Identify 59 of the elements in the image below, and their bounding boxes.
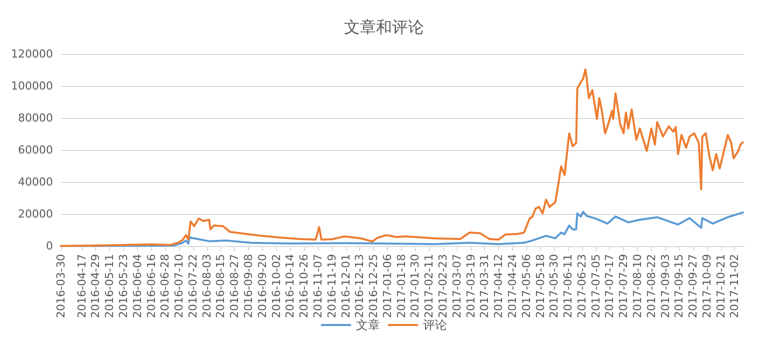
x-tick-label: 2016-07-22 [186, 254, 200, 318]
x-tick-label: 2017-08-22 [644, 254, 658, 318]
x-tick-label: 2016-04-17 [75, 254, 88, 318]
x-tick-label: 2017-01-06 [380, 254, 394, 318]
x-tick-label: 2016-11-19 [325, 254, 338, 318]
x-tick-label: 2017-04-24 [506, 254, 519, 318]
x-tick-label: 2017-03-07 [450, 254, 464, 318]
x-tick-label: 2016-08-27 [228, 254, 242, 318]
x-tick-label: 2017-07-05 [589, 254, 602, 318]
x-tick-label: 2017-01-30 [408, 254, 422, 318]
x-tick-label: 2016-06-16 [144, 254, 158, 318]
x-tick-label: 2016-07-10 [172, 254, 186, 318]
x-tick-label: 2017-05-30 [548, 254, 561, 318]
x-tick-label: 2016-09-20 [256, 254, 269, 318]
x-tick-label: 2016-05-23 [117, 254, 130, 318]
legend-label: 评论 [423, 318, 447, 332]
y-tick-label: 60000 [18, 144, 53, 156]
x-tick-label: 2017-03-19 [464, 254, 478, 318]
y-tick-label: 120000 [10, 48, 53, 60]
x-tick-label: 2017-06-11 [562, 254, 575, 318]
x-tick-label: 2016-04-29 [89, 254, 102, 318]
x-tick-label: 2016-10-02 [270, 254, 283, 318]
x-tick-label: 2017-05-06 [520, 254, 533, 318]
x-tick-label: 2017-02-11 [422, 254, 436, 318]
x-tick-label: 2017-09-27 [686, 254, 700, 318]
legend-label: 文章 [356, 318, 380, 332]
x-tick-label: 2016-06-04 [130, 254, 144, 318]
chart-title: 文章和评论 [344, 18, 424, 36]
y-tick-label: 0 [46, 240, 53, 252]
x-tick-label: 2016-10-26 [298, 254, 311, 318]
x-tick-label: 2016-12-01 [339, 254, 352, 318]
x-tick-label: 2016-11-07 [311, 254, 324, 318]
x-tick-label: 2017-01-18 [394, 254, 408, 318]
x-tick-label: 2016-10-14 [284, 254, 297, 318]
y-tick-label: 80000 [18, 112, 53, 124]
x-tick-label: 2017-09-03 [658, 254, 672, 318]
x-tick-label: 2016-03-30 [54, 254, 68, 318]
x-tick-label: 2016-05-11 [103, 254, 116, 318]
x-tick-label: 2017-10-09 [700, 254, 714, 318]
x-tick-label: 2017-06-23 [575, 254, 588, 318]
x-tick-label: 2016-12-25 [367, 254, 380, 318]
x-tick-label: 2017-07-17 [603, 254, 616, 318]
x-tick-label: 2016-12-13 [353, 254, 366, 318]
x-tick-label: 2016-09-08 [242, 254, 256, 318]
x-tick-label: 2017-02-23 [436, 254, 450, 318]
x-tick-label: 2016-08-15 [214, 254, 228, 318]
x-tick-label: 2016-08-03 [200, 254, 214, 318]
x-tick-label: 2017-11-02 [728, 254, 742, 318]
x-tick-label: 2017-03-31 [478, 254, 492, 318]
y-tick-label: 20000 [18, 208, 53, 220]
x-tick-label: 2017-04-12 [492, 254, 506, 318]
x-tick-label: 2017-09-15 [672, 254, 686, 318]
x-tick-label: 2017-10-21 [714, 254, 728, 318]
x-tick-label: 2016-06-28 [158, 254, 172, 318]
y-tick-label: 40000 [18, 176, 53, 188]
x-tick-label: 2017-08-10 [630, 254, 644, 318]
y-tick-label: 100000 [10, 80, 53, 92]
x-tick-label: 2017-05-18 [534, 254, 547, 318]
x-tick-label: 2017-07-29 [617, 254, 630, 318]
